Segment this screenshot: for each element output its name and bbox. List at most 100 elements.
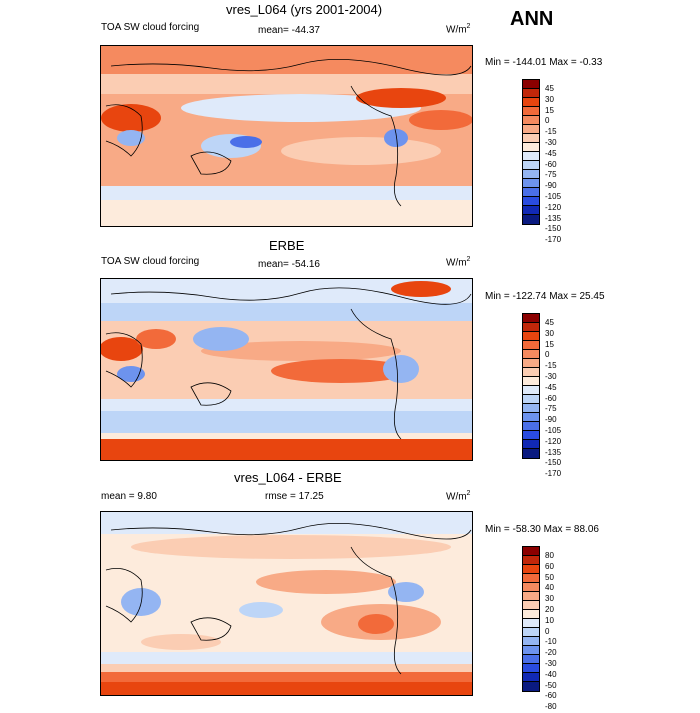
colorbar-swatch (523, 143, 539, 152)
tick-label: -120 (545, 436, 562, 446)
colorbar-swatch (523, 628, 539, 637)
tick-label: -60 (545, 691, 557, 701)
colorbar-swatch (523, 646, 539, 655)
tick-label: 30 (545, 328, 554, 338)
colorbar-swatch (523, 395, 539, 404)
colorbar-swatch (523, 413, 539, 422)
tick-label: 20 (545, 604, 554, 614)
colorbar-swatch (523, 350, 539, 359)
tick-label: 50 (545, 572, 554, 582)
colorbar-swatch (523, 574, 539, 583)
colorbar-swatch (523, 655, 539, 664)
tick-label: 0 (545, 350, 550, 360)
tick-label: -135 (545, 213, 562, 223)
tick-label: 0 (545, 116, 550, 126)
colorbar-swatch (523, 89, 539, 98)
colorbar-swatch (523, 206, 539, 215)
colorbar-swatch (523, 197, 539, 206)
colorbar-swatch (523, 107, 539, 116)
tick-label: -30 (545, 371, 557, 381)
tick-label: -80 (545, 702, 557, 712)
colorbar-swatch (523, 179, 539, 188)
colorbar-swatch (523, 565, 539, 574)
tick-label: -60 (545, 159, 557, 169)
colorbar-swatch (523, 170, 539, 179)
panel-2-center-label: mean= -54.16 (258, 259, 320, 270)
colorbar-swatch (523, 422, 539, 431)
tick-label: 45 (545, 84, 554, 93)
panel-1-center-label: mean= -44.37 (258, 25, 320, 36)
panel-3-left-label: mean = 9.80 (101, 491, 157, 502)
tick-label: -30 (545, 658, 557, 668)
panel-2-colorbar (522, 313, 540, 459)
tick-label: 10 (545, 615, 554, 625)
panel-3-units: W/m2 (446, 490, 471, 503)
colorbar-swatch (523, 547, 539, 556)
panel-3-colorbar (522, 546, 540, 692)
panel-2-title: ERBE (269, 238, 305, 253)
panel-1-minmax: Min = -144.01 Max = -0.33 (485, 57, 603, 68)
tick-label: -90 (545, 415, 557, 425)
colorbar-swatch (523, 440, 539, 449)
colorbar-swatch (523, 359, 539, 368)
tick-label: -105 (545, 191, 562, 201)
colorbar-swatch (523, 161, 539, 170)
colorbar-swatch (523, 583, 539, 592)
panel-1-colorbar (522, 79, 540, 225)
panel-2-map (100, 278, 473, 461)
colorbar-swatch (523, 215, 539, 224)
colorbar-swatch (523, 592, 539, 601)
tick-label: 45 (545, 318, 554, 327)
season-label: ANN (510, 8, 554, 30)
tick-label: -105 (545, 425, 562, 435)
tick-label: -45 (545, 382, 557, 392)
colorbar-swatch (523, 332, 539, 341)
colorbar-swatch (523, 80, 539, 89)
tick-label: -150 (545, 458, 562, 468)
panel-2-units: W/m2 (446, 256, 471, 269)
tick-label: -45 (545, 148, 557, 158)
tick-label: -170 (545, 235, 562, 245)
colorbar-swatch (523, 673, 539, 682)
colorbar-swatch (523, 431, 539, 440)
colorbar-swatch (523, 125, 539, 134)
tick-label: -15 (545, 361, 557, 371)
panel-1-map (100, 45, 473, 227)
panel-3-center-label: rmse = 17.25 (265, 491, 324, 502)
tick-label: 40 (545, 583, 554, 593)
colorbar-swatch (523, 619, 539, 628)
colorbar-swatch (523, 116, 539, 125)
colorbar-swatch (523, 601, 539, 610)
colorbar-swatch (523, 341, 539, 350)
tick-label: 15 (545, 105, 554, 115)
panel-3-title: vres_L064 - ERBE (234, 470, 342, 485)
tick-label: -120 (545, 202, 562, 212)
colorbar-swatch (523, 152, 539, 161)
tick-label: 30 (545, 594, 554, 604)
tick-label: -40 (545, 669, 557, 679)
tick-label: -60 (545, 393, 557, 403)
colorbar-swatch (523, 188, 539, 197)
panel-1-title: vres_L064 (yrs 2001-2004) (226, 2, 383, 17)
tick-label: -20 (545, 648, 557, 658)
panel-3-minmax: Min = -58.30 Max = 88.06 (485, 524, 599, 535)
panel-2-colorbar-ticks: 45 30 15 0 -15 -30 -45 -60 -75 -90 -105 … (545, 318, 561, 480)
tick-label: 60 (545, 561, 554, 571)
colorbar-swatch (523, 368, 539, 377)
panel-2-minmax: Min = -122.74 Max = 25.45 (485, 291, 605, 302)
colorbar-swatch (523, 134, 539, 143)
tick-label: -90 (545, 181, 557, 191)
tick-label: -170 (545, 469, 562, 479)
tick-label: -75 (545, 404, 557, 414)
colorbar-swatch (523, 323, 539, 332)
tick-label: 30 (545, 94, 554, 104)
panel-1-colorbar-ticks: 45 30 15 0 -15 -30 -45 -60 -75 -90 -105 … (545, 84, 561, 246)
colorbar-swatch (523, 610, 539, 619)
tick-label: -135 (545, 447, 562, 457)
panel-1-units: W/m2 (446, 23, 471, 36)
colorbar-swatch (523, 404, 539, 413)
tick-label: 15 (545, 339, 554, 349)
colorbar-swatch (523, 637, 539, 646)
panel-3-colorbar-ticks: 80 60 50 40 30 20 10 0 -10 -20 -30 -40 -… (545, 551, 557, 713)
tick-label: -10 (545, 637, 557, 647)
